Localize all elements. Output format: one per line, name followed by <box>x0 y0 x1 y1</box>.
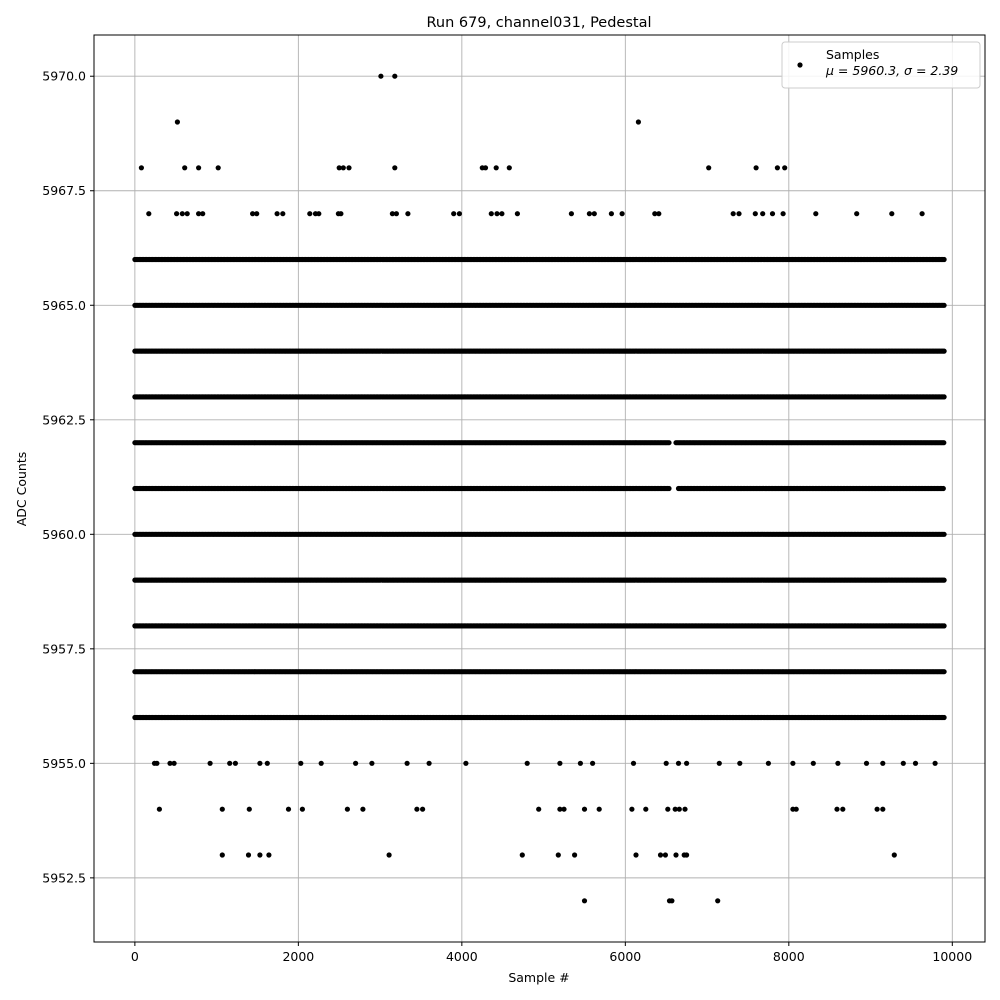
chart-title: Run 679, channel031, Pedestal <box>426 15 651 31</box>
data-point <box>941 623 947 629</box>
data-point <box>940 485 946 492</box>
data-point <box>941 669 947 675</box>
data-point <box>941 531 947 537</box>
data-point <box>941 302 947 308</box>
data-point <box>666 485 672 492</box>
data-point <box>941 440 947 446</box>
data-point <box>941 577 947 583</box>
data-point <box>941 394 947 400</box>
data-point <box>941 348 947 354</box>
data-points <box>132 73 947 904</box>
data-point <box>666 440 672 446</box>
